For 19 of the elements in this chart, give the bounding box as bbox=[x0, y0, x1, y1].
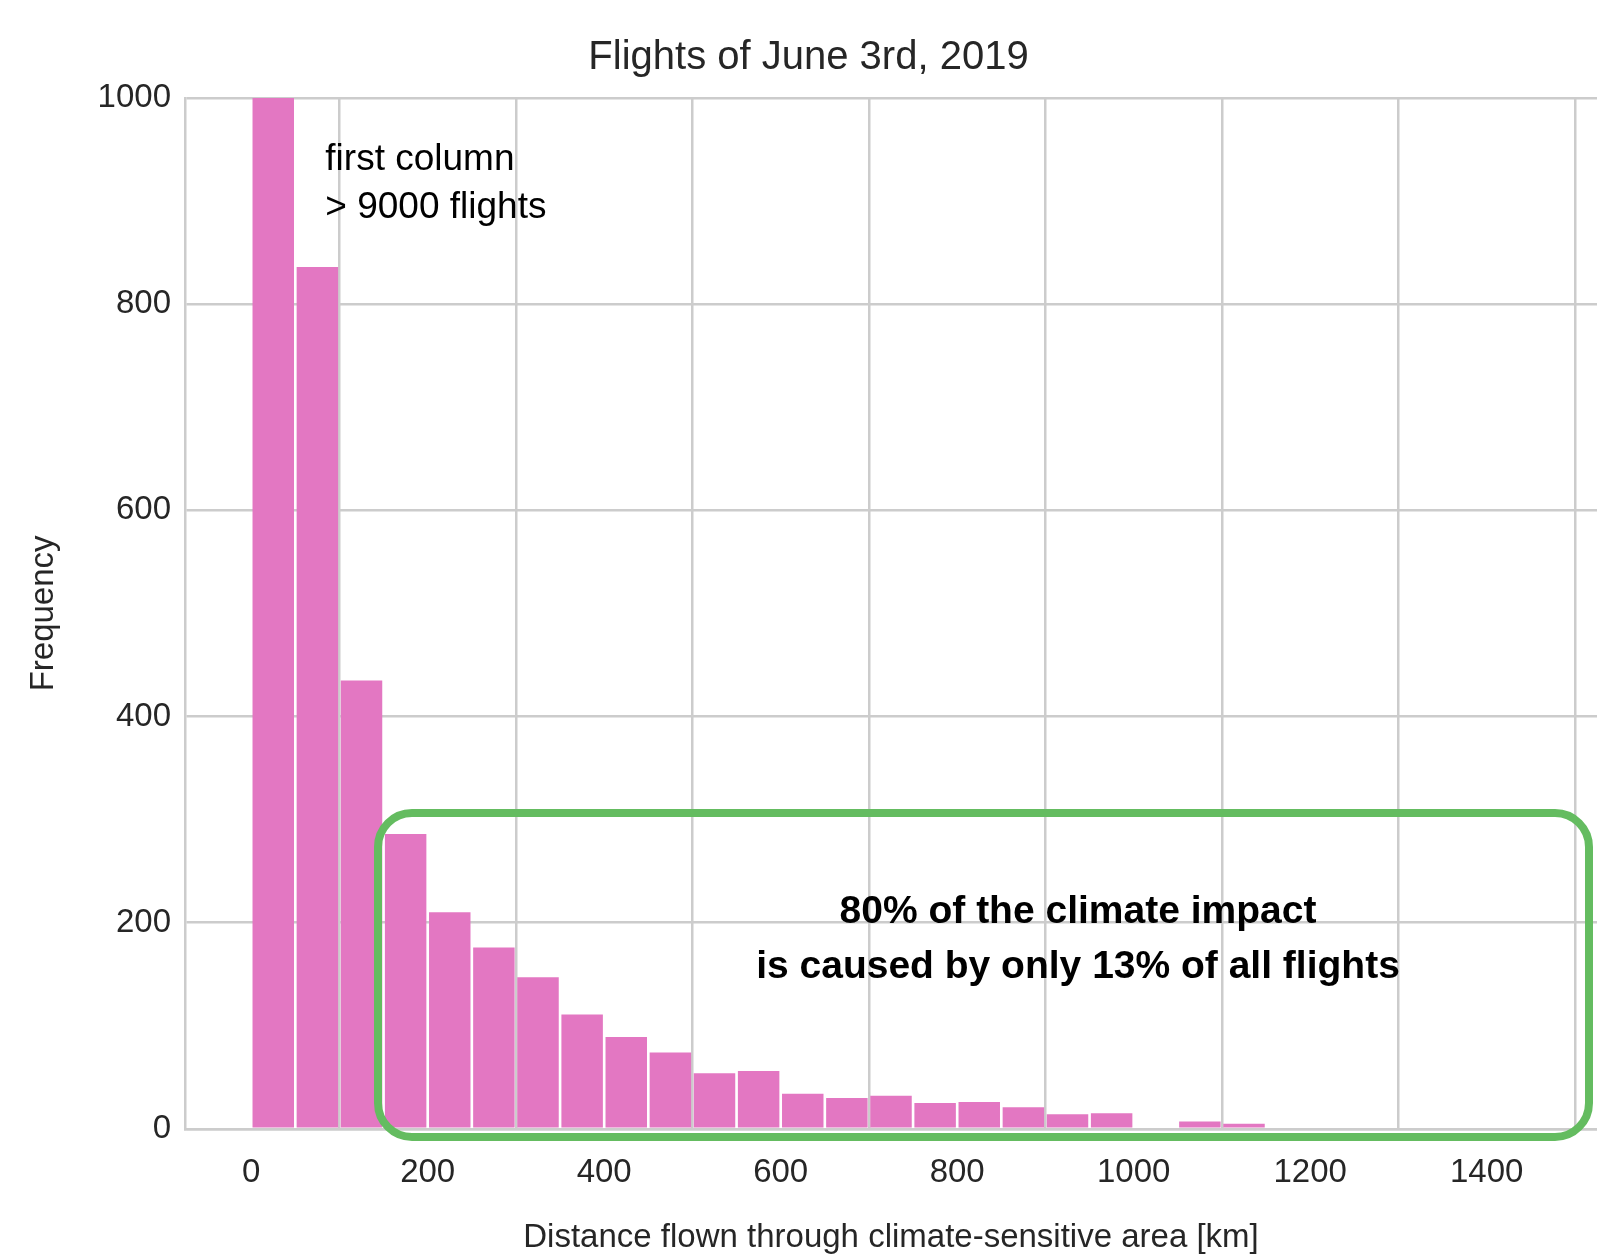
y-tick-label: 800 bbox=[115, 283, 172, 321]
x-tick-label: 1200 bbox=[1273, 1151, 1347, 1189]
x-tick-label: 200 bbox=[400, 1151, 456, 1189]
y-tick-label: 1000 bbox=[97, 77, 172, 115]
chart-title: Flights of June 3rd, 2019 bbox=[588, 33, 1029, 78]
y-axis-title: Frequency bbox=[22, 534, 60, 692]
annotation: first column > 9000 flights bbox=[325, 137, 547, 226]
x-tick-label: 600 bbox=[753, 1151, 809, 1189]
y-tick-label: 0 bbox=[152, 1107, 172, 1145]
y-tick-label: 600 bbox=[115, 489, 172, 527]
annotation: 80% of the climate impact is caused by only 13% of all flights bbox=[756, 888, 1400, 986]
x-tick-label: 800 bbox=[929, 1151, 985, 1189]
x-tick-label: 0 bbox=[242, 1151, 261, 1189]
x-tick-label: 400 bbox=[576, 1151, 632, 1189]
y-tick-label: 200 bbox=[115, 901, 172, 939]
x-tick-label: 1000 bbox=[1096, 1151, 1171, 1189]
x-tick-label: 1400 bbox=[1449, 1151, 1524, 1189]
x-axis-title: Distance flown through climate-sensitive area [km] bbox=[523, 1217, 1259, 1255]
y-tick-label: 400 bbox=[115, 695, 172, 733]
